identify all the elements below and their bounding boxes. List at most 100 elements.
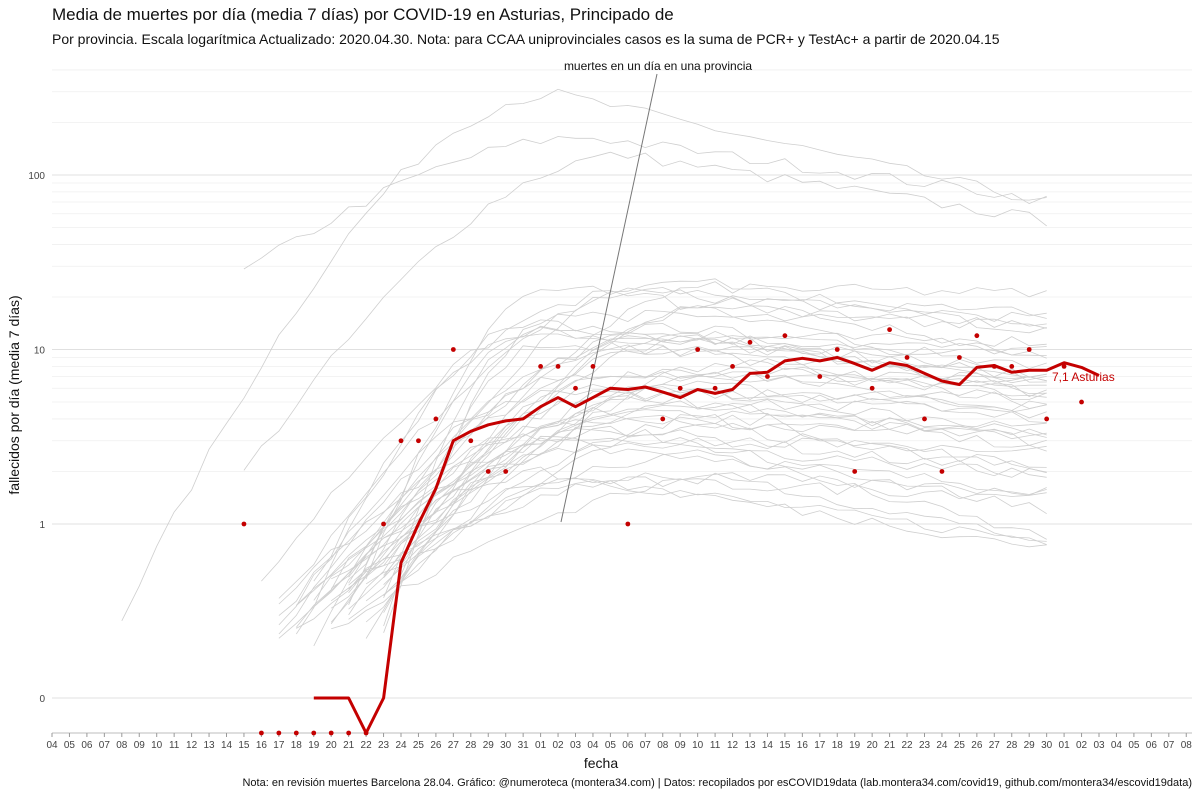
province-line [313, 325, 1047, 582]
x-tick-label: 30 [1041, 740, 1053, 751]
x-axis-ticks: 04 05 06 07 08 09 10 11 12 13 14 15 16 17 18 19 20 21 22 23… [46, 733, 1192, 751]
x-tick-label: 23 [378, 740, 390, 751]
x-tick-label: 19 [308, 740, 320, 751]
x-tick-label: 06 [81, 740, 93, 751]
daily-point [817, 374, 823, 379]
province-line [365, 371, 1047, 639]
daily-point [782, 333, 788, 339]
x-tick-label: 09 [134, 740, 146, 751]
daily-point [834, 347, 840, 352]
x-tick-label: 14 [762, 740, 774, 751]
x-tick-label: 03 [1093, 740, 1105, 751]
daily-point [625, 521, 631, 527]
x-tick-label: 09 [675, 740, 687, 751]
province-line [383, 309, 1047, 633]
daily-point [957, 355, 962, 360]
y-tick-label: 100 [28, 171, 45, 182]
x-tick-label: 19 [849, 740, 861, 751]
province-line [313, 444, 1047, 608]
province-line [243, 136, 1047, 270]
x-tick-label: 29 [1024, 740, 1036, 751]
x-tick-label: 26 [430, 740, 442, 751]
daily-point [869, 385, 875, 391]
x-tick-label: 06 [1146, 740, 1158, 751]
daily-point [660, 416, 666, 422]
x-tick-label: 30 [500, 740, 512, 751]
x-tick-label: 23 [919, 740, 931, 751]
province-line [278, 389, 1047, 626]
province-line [383, 341, 1047, 627]
daily-point [1009, 364, 1015, 369]
province-line [365, 359, 1047, 623]
daily-point [259, 730, 264, 736]
daily-point [555, 364, 561, 369]
daily-point [416, 438, 421, 444]
x-tick-label: 18 [832, 740, 844, 751]
x-tick-label: 20 [867, 740, 879, 751]
province-line [348, 374, 1047, 590]
x-tick-label: 25 [954, 740, 966, 751]
x-tick-label: 12 [186, 740, 198, 751]
x-tick-label: 20 [326, 740, 338, 751]
x-tick-label: 15 [238, 740, 250, 751]
x-tick-label: 27 [448, 740, 460, 751]
x-tick-label: 18 [291, 740, 303, 751]
x-tick-label: 05 [1128, 740, 1140, 751]
province-line [278, 287, 1047, 599]
x-tick-label: 12 [727, 740, 739, 751]
x-tick-label: 24 [395, 740, 407, 751]
daily-point [346, 730, 352, 736]
x-tick-label: 08 [116, 740, 128, 751]
daily-point [381, 521, 386, 527]
x-tick-label: 13 [744, 740, 756, 751]
x-tick-label: 28 [1006, 740, 1018, 751]
x-tick-label: 11 [710, 740, 721, 751]
province-line [383, 281, 1047, 578]
daily-point [1061, 364, 1067, 369]
daily-point [730, 364, 735, 369]
province-line [296, 400, 1047, 629]
x-tick-label: 05 [605, 740, 617, 751]
chart-subtitle: Por provincia. Escala logarítmica Actual… [52, 31, 1000, 47]
province-line [330, 428, 1047, 609]
x-tick-label: 02 [552, 740, 564, 751]
x-tick-label: 04 [587, 740, 599, 751]
daily-point [852, 469, 858, 474]
daily-point [485, 469, 491, 474]
x-tick-label: 10 [692, 740, 704, 751]
daily-point [695, 347, 701, 352]
x-tick-label: 22 [901, 740, 913, 751]
x-tick-label: 08 [657, 740, 669, 751]
background-province-lines [121, 88, 1047, 647]
x-tick-label: 15 [779, 740, 791, 751]
province-line [348, 332, 1047, 584]
y-axis-ticks: 0 1 10 100 [28, 171, 45, 705]
daily-point [311, 730, 317, 736]
daily-point [573, 385, 578, 391]
x-tick-label: 21 [343, 740, 355, 751]
x-tick-label: 14 [221, 740, 233, 751]
province-line [278, 330, 1047, 616]
province-line [295, 319, 1047, 635]
x-tick-label: 05 [64, 740, 76, 751]
y-axis-label: fallecidos por día (media 7 días) [6, 295, 22, 494]
chart-title: Media de muertes por día (media 7 días) … [52, 5, 674, 24]
daily-point [887, 327, 892, 333]
daily-point [939, 469, 945, 474]
daily-point [677, 385, 683, 391]
daily-point [468, 438, 474, 444]
province-line [330, 414, 1047, 625]
daily-point [276, 730, 282, 736]
daily-point [503, 469, 509, 474]
province-line [295, 323, 1047, 628]
y-tick-label: 0 [39, 694, 45, 705]
province-line [278, 344, 1047, 635]
daily-point [747, 339, 753, 345]
province-line [348, 435, 1047, 578]
x-tick-label: 31 [518, 740, 530, 751]
province-line [278, 466, 1047, 639]
x-tick-label: 13 [203, 740, 215, 751]
province-line [383, 410, 1047, 585]
x-tick-label: 10 [151, 740, 163, 751]
daily-point [241, 521, 247, 527]
